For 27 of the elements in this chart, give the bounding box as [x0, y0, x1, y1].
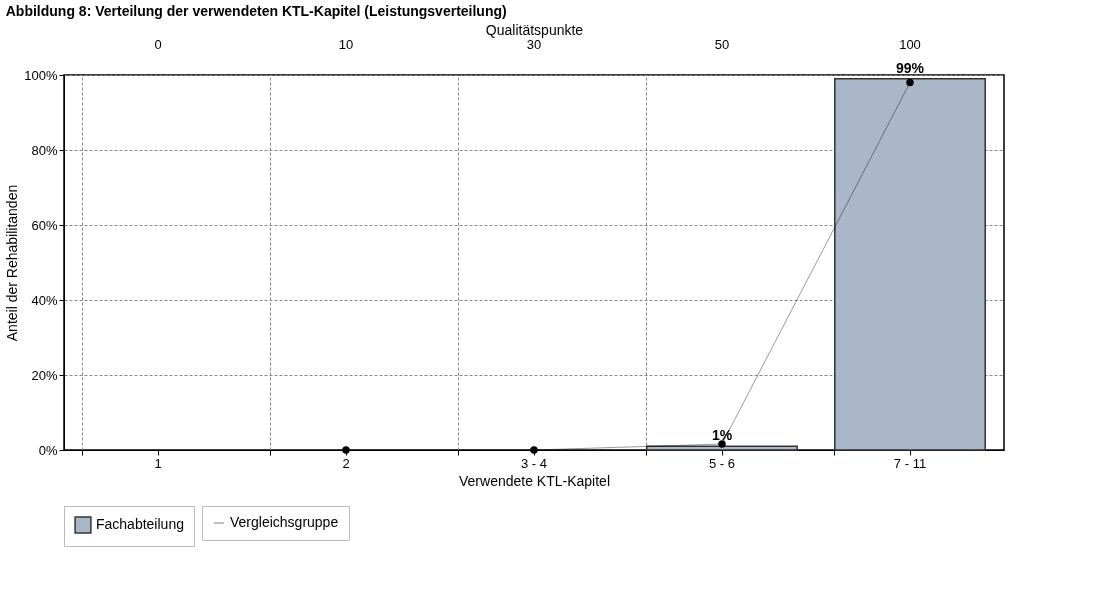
- text: 30: [526, 37, 542, 52]
- x-tick-label: 3 - 4: [520, 455, 548, 471]
- point: [718, 440, 726, 448]
- x-tick-label: 5 - 6: [708, 455, 736, 471]
- y-tick-label: 20%: [31, 367, 58, 383]
- y-tick-label: 0%: [38, 442, 58, 458]
- y-tick-label: 60%: [31, 217, 58, 233]
- data-label: 99%: [895, 59, 925, 76]
- text: 100: [899, 37, 921, 52]
- y-tick-label: 80%: [31, 142, 58, 158]
- y-tick-label: 40%: [31, 292, 58, 308]
- x-tick-label: 2: [342, 455, 350, 471]
- legend-label: Vergleichsgruppe: [230, 514, 339, 530]
- y-axis-title: Anteil der Rehabilitanden: [4, 184, 21, 342]
- chart-title: Abbildung 8: Verteilung der verwendeten KTL-Kapitel (Leistungsverteilung): [5, 3, 507, 19]
- text: 0: [154, 37, 162, 52]
- y-tick-label: 100%: [24, 67, 58, 83]
- x-axis-title: Verwendete KTL-Kapitel: [459, 472, 610, 489]
- x2-axis-title: Qualitätspunkte: [485, 21, 584, 38]
- legend-label: Fachabteilung: [96, 516, 184, 532]
- point: [906, 78, 914, 87]
- point: [530, 446, 538, 454]
- x-tick-label: 7 - 11: [893, 455, 927, 471]
- data-label: 1%: [711, 427, 733, 444]
- text: 10: [338, 37, 354, 52]
- x-tick-label: 1: [154, 455, 162, 471]
- text: 50: [714, 37, 730, 52]
